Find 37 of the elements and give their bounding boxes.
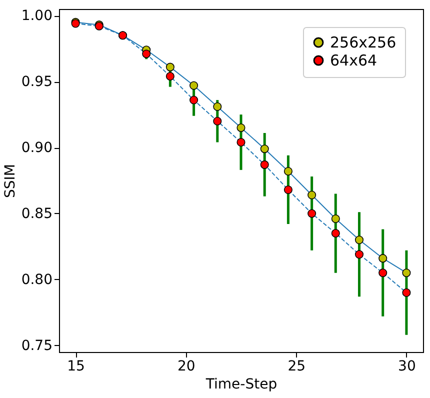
point xyxy=(308,209,316,218)
legend-label: 64x64 xyxy=(330,52,378,70)
point xyxy=(236,138,246,147)
y-tick-label: 1.00 xyxy=(21,8,52,24)
point xyxy=(190,81,198,90)
point xyxy=(260,160,269,169)
point xyxy=(236,123,246,132)
point xyxy=(354,250,364,259)
point xyxy=(213,102,222,111)
point xyxy=(331,229,340,238)
y-axis-title: SSIM xyxy=(2,164,18,198)
x-tick-label: 15 xyxy=(67,358,85,374)
y-tick-label: 0.85 xyxy=(21,206,52,222)
point xyxy=(308,190,316,200)
x-tick-label: 20 xyxy=(177,358,196,374)
y-tick-label: 0.90 xyxy=(21,140,52,156)
point xyxy=(402,288,411,297)
point xyxy=(284,167,292,176)
point xyxy=(402,268,411,278)
point xyxy=(166,72,174,81)
y-tick-label: 0.75 xyxy=(21,338,52,354)
point xyxy=(331,214,340,224)
point xyxy=(378,254,388,263)
y-tick-label: 0.80 xyxy=(21,272,52,288)
point xyxy=(284,185,292,194)
legend-label: 256x256 xyxy=(330,34,396,52)
x-tick-label: 25 xyxy=(288,358,306,374)
point xyxy=(378,268,388,278)
point xyxy=(190,96,198,104)
point xyxy=(166,62,174,72)
x-tick-label: 30 xyxy=(398,358,416,374)
point xyxy=(354,236,364,244)
point xyxy=(142,50,151,58)
point xyxy=(213,116,222,126)
y-tick-label: 0.95 xyxy=(21,74,52,90)
x-axis-title: Time-Step xyxy=(204,376,278,392)
point xyxy=(260,144,269,154)
